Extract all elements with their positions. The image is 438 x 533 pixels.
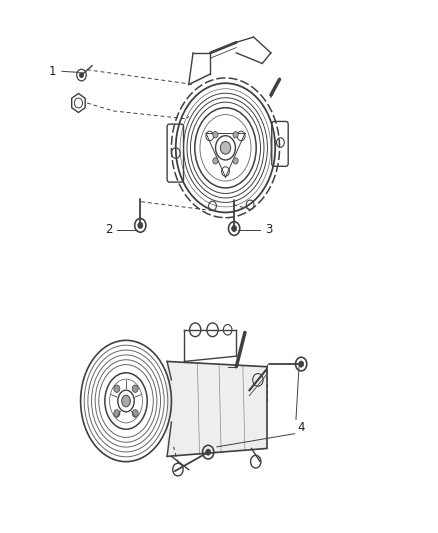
Polygon shape [167,361,267,456]
Text: 4: 4 [297,421,305,434]
Text: 2: 2 [105,223,113,236]
Circle shape [132,385,138,392]
Circle shape [213,132,218,138]
Ellipse shape [122,395,131,407]
Circle shape [213,158,218,164]
Circle shape [232,225,237,232]
Circle shape [114,385,120,392]
Circle shape [233,158,238,164]
Text: 1: 1 [49,65,56,78]
Circle shape [132,410,138,417]
Circle shape [79,72,84,78]
Circle shape [233,132,238,138]
Text: 3: 3 [265,223,272,236]
Circle shape [299,361,304,367]
Circle shape [206,449,211,455]
Circle shape [114,410,120,417]
Circle shape [220,141,231,154]
Circle shape [138,222,143,229]
